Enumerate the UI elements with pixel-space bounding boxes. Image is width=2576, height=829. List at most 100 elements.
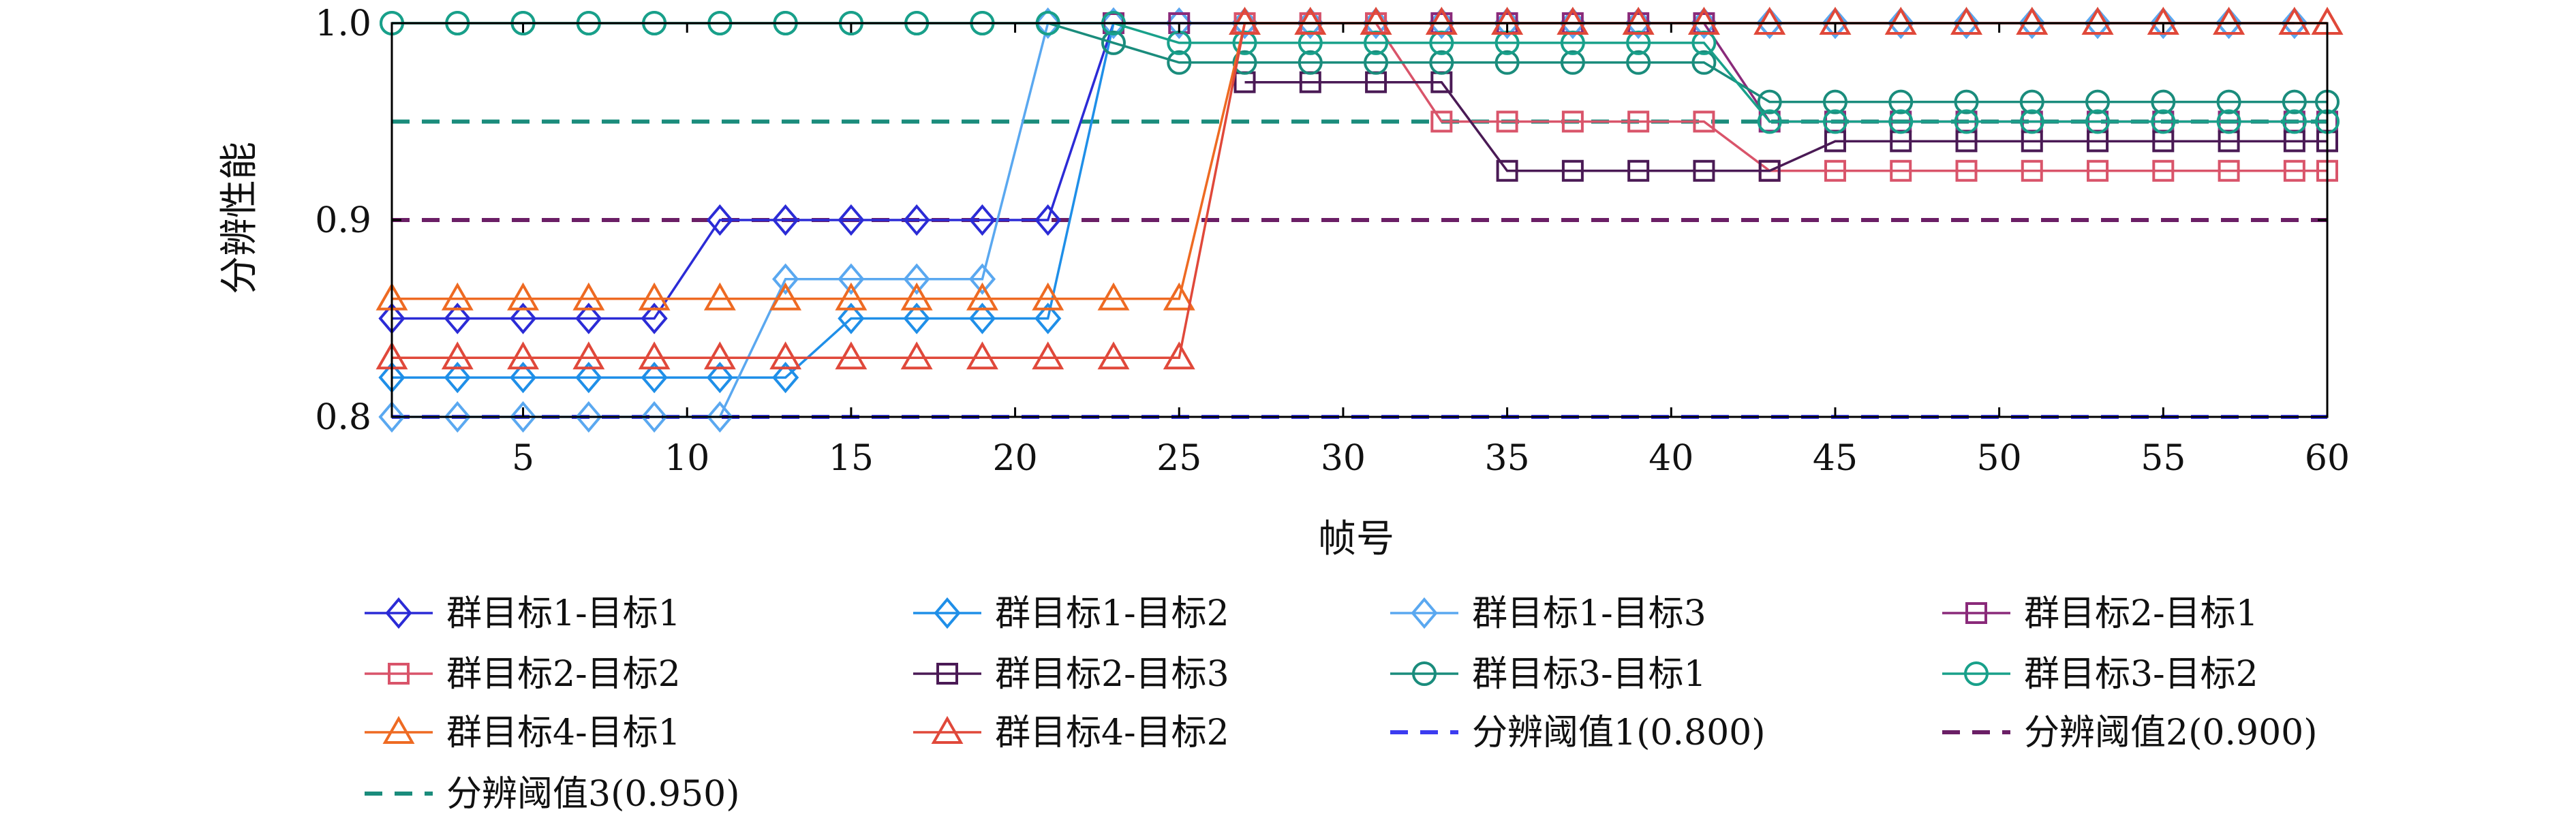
data-point: [1425, 6, 1458, 35]
data-point: [1758, 159, 1781, 182]
data-point: [706, 401, 733, 433]
x-tick-label: 60: [2305, 438, 2350, 479]
legend-item: 群目标2-目标2: [365, 654, 681, 695]
data-point: [903, 302, 930, 334]
data-point: [507, 341, 539, 370]
legend-marker: [1964, 661, 1989, 686]
data-point: [641, 362, 668, 394]
legend-label: 群目标2-目标2: [446, 654, 681, 695]
legend-item: 群目标1-目标3: [1390, 593, 1706, 634]
legend-marker: [936, 663, 958, 685]
data-point: [1101, 30, 1126, 55]
legend-label: 群目标3-目标1: [1472, 654, 1706, 695]
data-point: [1757, 109, 1782, 134]
data-point: [2282, 89, 2307, 114]
data-point: [903, 204, 930, 236]
legend-marker: [1411, 597, 1438, 629]
data-point: [2016, 6, 2049, 35]
data-point: [968, 204, 996, 236]
data-point: [638, 341, 671, 370]
data-point: [772, 263, 799, 295]
series-2: [378, 7, 2308, 394]
data-point: [1952, 7, 1980, 40]
data-point: [1229, 6, 1261, 35]
data-point: [441, 282, 474, 311]
data-point: [509, 362, 537, 394]
data-point: [378, 401, 405, 433]
data-point: [1364, 30, 1389, 55]
data-point: [1693, 159, 1715, 182]
legend-item: 群目标2-目标1: [1942, 593, 2258, 634]
y-axis-label: 分辨性能: [217, 142, 262, 294]
data-point: [1364, 50, 1389, 75]
data-point: [1627, 159, 1650, 182]
data-point: [1560, 50, 1585, 75]
legend-marker: [1965, 602, 1987, 624]
data-point: [769, 282, 802, 311]
data-point: [1625, 7, 1652, 40]
data-point: [509, 401, 537, 433]
data-point: [1822, 7, 1849, 40]
legend-label: 群目标2-目标1: [2024, 593, 2258, 634]
legend-label: 分辨阈值2(0.900): [2024, 713, 2318, 753]
data-point: [835, 341, 868, 370]
legend-item: 群目标2-目标3: [913, 654, 1229, 695]
data-point: [772, 362, 799, 394]
series-line: [1244, 80, 2327, 172]
legend-item: 群目标3-目标1: [1390, 654, 1706, 695]
data-point: [2084, 7, 2111, 40]
data-point: [2213, 6, 2245, 35]
data-point: [1163, 341, 1195, 370]
data-point: [1496, 110, 1518, 133]
legend-label: 群目标1-目标1: [446, 593, 681, 634]
data-point: [1034, 302, 1062, 334]
data-point: [1687, 6, 1720, 35]
x-tick-label: 35: [1485, 438, 1530, 479]
data-point: [900, 341, 933, 370]
series-line: [392, 22, 2327, 360]
data-point: [1100, 7, 1127, 40]
plot-area: [375, 6, 2344, 433]
legend-item: 群目标1-目标2: [913, 593, 1229, 634]
legend-item: 分辨阈值2(0.900): [1942, 713, 2318, 753]
legend-marker: [382, 715, 415, 744]
y-axis-ticks: 0.8 0.9 1.0: [315, 3, 2327, 438]
data-point: [1493, 7, 1521, 40]
data-point: [1693, 110, 1715, 133]
legend: 群目标1-目标1 群目标1-目标2 群目标1-目标3 群目标2-目标1 群目标2-目标2…: [365, 593, 2318, 815]
legend-marker: [1412, 661, 1437, 686]
data-point: [575, 302, 602, 334]
x-tick-label: 50: [1977, 438, 2022, 479]
data-point: [1622, 6, 1655, 35]
data-point: [1627, 110, 1650, 133]
legend-marker: [388, 663, 410, 685]
data-point: [1298, 30, 1323, 55]
legend-label: 群目标4-目标1: [446, 713, 681, 753]
data-point: [1429, 50, 1454, 75]
data-point: [2278, 6, 2311, 35]
data-point: [1822, 89, 1847, 114]
data-point: [507, 282, 539, 311]
data-point: [441, 341, 474, 370]
x-tick-label: 40: [1649, 438, 1693, 479]
legend-marker: [934, 597, 961, 629]
data-point: [1626, 50, 1651, 75]
data-point: [1167, 50, 1192, 75]
data-point: [1294, 6, 1327, 35]
data-point: [1890, 159, 1912, 182]
data-point: [1097, 282, 1130, 311]
data-point: [838, 204, 865, 236]
data-point: [1360, 6, 1392, 35]
data-point: [2151, 109, 2176, 134]
data-point: [1232, 50, 1257, 75]
data-point: [703, 341, 736, 370]
data-point: [2216, 89, 2241, 114]
data-point: [1362, 7, 1390, 40]
data-point: [772, 204, 799, 236]
data-point: [769, 341, 802, 370]
data-point: [1034, 7, 1062, 40]
data-point: [1559, 7, 1586, 40]
data-point: [2021, 159, 2043, 182]
data-point: [572, 341, 605, 370]
